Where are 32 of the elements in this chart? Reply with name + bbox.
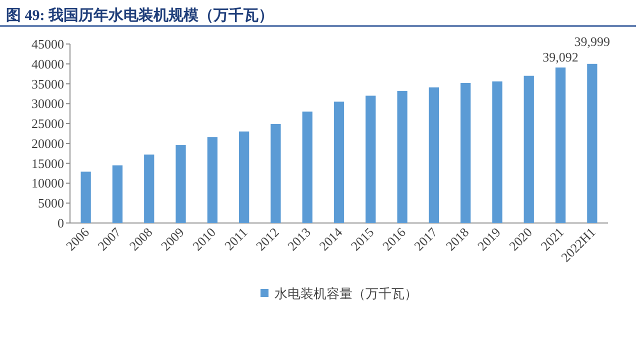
data-label: 39,999 bbox=[574, 34, 610, 49]
bar bbox=[207, 137, 218, 223]
bar bbox=[397, 90, 408, 223]
bar bbox=[460, 82, 471, 223]
data-label: 39,092 bbox=[542, 50, 578, 64]
bar bbox=[587, 64, 598, 223]
y-tick-label: 40000 bbox=[32, 56, 64, 72]
y-tick-label: 5000 bbox=[38, 196, 64, 211]
bar bbox=[238, 132, 250, 223]
bar bbox=[112, 165, 123, 223]
bar bbox=[555, 68, 566, 223]
y-tick-label: 10000 bbox=[32, 176, 64, 191]
y-tick-label: 20000 bbox=[32, 136, 64, 151]
bar bbox=[270, 124, 281, 223]
bar bbox=[176, 145, 186, 223]
y-tick-label: 35000 bbox=[32, 76, 64, 92]
y-tick-label: 25000 bbox=[32, 116, 64, 132]
bar bbox=[492, 81, 502, 223]
bar bbox=[302, 112, 312, 223]
bar bbox=[428, 87, 440, 223]
y-tick-label: 15000 bbox=[32, 156, 64, 171]
bar bbox=[144, 154, 154, 223]
x-tick-label: 2011 bbox=[222, 224, 250, 254]
legend-label: 水电装机容量（万千瓦） bbox=[274, 286, 418, 301]
bar bbox=[366, 96, 376, 223]
bar bbox=[80, 172, 91, 223]
bar bbox=[524, 76, 534, 223]
y-tick-label: 0 bbox=[58, 216, 64, 230]
chart-title: 图 49: 我国历年水电装机规模（万千瓦） bbox=[6, 7, 274, 24]
y-tick-label: 30000 bbox=[32, 96, 64, 112]
y-tick-label: 45000 bbox=[32, 36, 64, 52]
bar bbox=[334, 102, 344, 223]
